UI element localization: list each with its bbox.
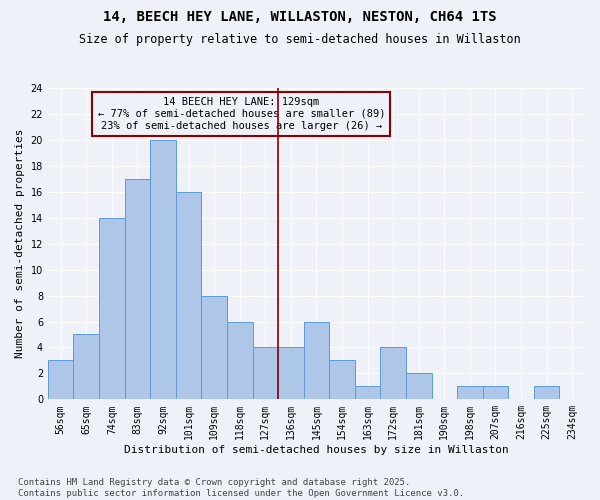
Bar: [278, 348, 304, 400]
Bar: [99, 218, 125, 400]
Bar: [253, 348, 278, 400]
Text: Size of property relative to semi-detached houses in Willaston: Size of property relative to semi-detach…: [79, 32, 521, 46]
Bar: [202, 296, 227, 400]
Text: Contains HM Land Registry data © Crown copyright and database right 2025.
Contai: Contains HM Land Registry data © Crown c…: [18, 478, 464, 498]
Bar: [73, 334, 99, 400]
Text: 14 BEECH HEY LANE: 129sqm
← 77% of semi-detached houses are smaller (89)
23% of : 14 BEECH HEY LANE: 129sqm ← 77% of semi-…: [98, 98, 385, 130]
Bar: [125, 179, 150, 400]
Bar: [329, 360, 355, 400]
Bar: [48, 360, 73, 400]
Bar: [380, 348, 406, 400]
Bar: [150, 140, 176, 400]
Bar: [457, 386, 482, 400]
Bar: [176, 192, 202, 400]
X-axis label: Distribution of semi-detached houses by size in Willaston: Distribution of semi-detached houses by …: [124, 445, 509, 455]
Y-axis label: Number of semi-detached properties: Number of semi-detached properties: [15, 129, 25, 358]
Bar: [355, 386, 380, 400]
Bar: [406, 374, 431, 400]
Bar: [304, 322, 329, 400]
Bar: [482, 386, 508, 400]
Bar: [534, 386, 559, 400]
Bar: [227, 322, 253, 400]
Text: 14, BEECH HEY LANE, WILLASTON, NESTON, CH64 1TS: 14, BEECH HEY LANE, WILLASTON, NESTON, C…: [103, 10, 497, 24]
